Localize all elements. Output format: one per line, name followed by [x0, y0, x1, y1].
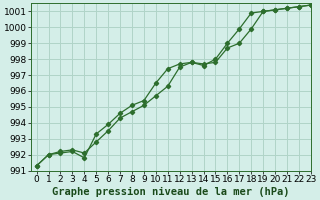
X-axis label: Graphe pression niveau de la mer (hPa): Graphe pression niveau de la mer (hPa) — [52, 186, 290, 197]
